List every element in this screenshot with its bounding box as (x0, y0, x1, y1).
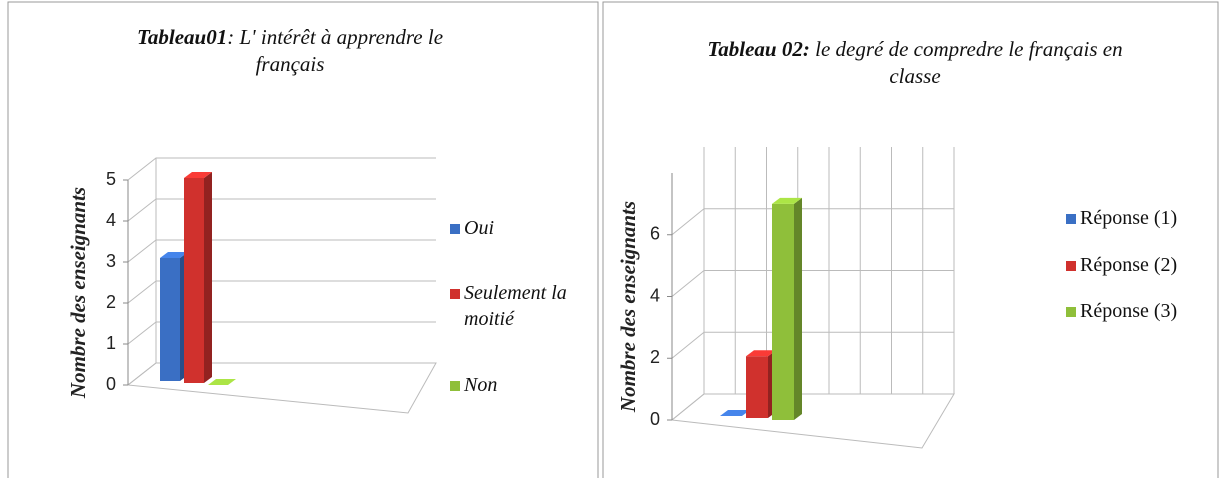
bar (772, 197, 802, 420)
title-text: le degré de compredre le français en cla… (809, 37, 1123, 88)
bar (184, 172, 212, 383)
bar (720, 410, 750, 416)
legend-label: Seulement la moitié (464, 282, 567, 330)
panel (7, 1, 599, 478)
legend-swatch (1066, 214, 1076, 224)
grid-line (671, 393, 954, 421)
legend-swatch (1066, 261, 1076, 271)
bar-top (208, 379, 236, 385)
bar (160, 252, 188, 381)
bar-top (746, 350, 776, 357)
legend-label: Réponse (2) (1080, 254, 1178, 276)
bar-side (794, 197, 802, 420)
chart-title: Tableau01: L' intérêt à apprendre le fra… (100, 24, 480, 78)
bar-top (160, 252, 188, 258)
y-tick-label: 0 (650, 409, 660, 429)
y-tick-label: 6 (650, 224, 660, 244)
y-tick-label: 1 (106, 333, 116, 353)
y-tick-label: 4 (650, 285, 660, 305)
grid-line (671, 331, 954, 359)
legend-swatch (450, 289, 460, 299)
panel (602, 1, 1219, 478)
bar-front (772, 203, 794, 420)
bar-side (204, 172, 212, 383)
legend-label: Réponse (3) (1080, 300, 1178, 322)
bar-top (720, 410, 750, 416)
y-axis-label: Nombre des enseignants (66, 187, 90, 399)
floor (670, 393, 955, 449)
legend-item: Seulement la moitié (450, 280, 604, 332)
legend-item: Non (450, 372, 604, 398)
bar-top (772, 197, 802, 204)
legend-swatch (450, 224, 460, 234)
bar (746, 350, 776, 418)
grid-line (671, 270, 954, 297)
title-text: : L' intérêt à apprendre le français (227, 25, 444, 76)
legend-item: Réponse (1) (1066, 205, 1226, 231)
chart-title: Tableau 02: le degré de compredre le fra… (700, 36, 1130, 90)
y-tick-label: 2 (650, 347, 660, 367)
bar (208, 379, 236, 385)
grid-line (671, 208, 954, 236)
legend-item: Réponse (3) (1066, 298, 1226, 324)
grid-line (127, 157, 436, 181)
legend-item: Oui (450, 215, 604, 241)
grid-line (127, 198, 436, 222)
legend-item: Réponse (2) (1066, 252, 1226, 278)
bar-front (160, 258, 180, 381)
y-axis-label: Nombre des enseignants (616, 201, 640, 413)
legend-label: Non (464, 374, 498, 396)
legend-swatch (1066, 307, 1076, 317)
y-tick-label: 2 (106, 292, 116, 312)
bar-front (184, 178, 204, 383)
bar-top (184, 172, 212, 178)
y-tick-label: 5 (106, 169, 116, 189)
y-tick-label: 0 (106, 374, 116, 394)
title-label: Tableau 02: (707, 37, 810, 61)
legend-label: Réponse (1) (1080, 207, 1178, 229)
bar-front (746, 356, 768, 418)
legend-label: Oui (464, 217, 494, 239)
y-tick-label: 3 (106, 251, 116, 271)
title-label: Tableau01 (136, 25, 228, 49)
y-tick-label: 4 (106, 210, 116, 230)
legend-swatch (450, 381, 460, 391)
